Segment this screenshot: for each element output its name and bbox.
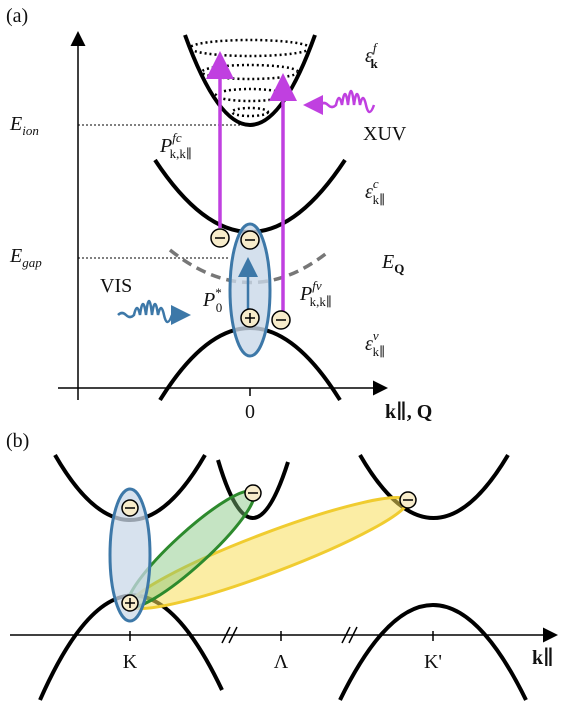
exciton-k: [108, 487, 152, 623]
e-q: EQ: [381, 251, 404, 276]
band-c: [153, 158, 347, 234]
p-fc: Pfc k,k∥: [159, 130, 192, 161]
e-gap: Egap: [9, 245, 42, 270]
vis: VIS: [100, 275, 132, 297]
p-fv: Pfv k,k∥: [299, 278, 332, 309]
eps-c: εc k∥: [365, 176, 385, 207]
charges: [210, 228, 291, 330]
point-label: K': [424, 651, 442, 673]
panel-label: (b): [6, 430, 29, 452]
charges: [121, 484, 417, 612]
p0: P* 0: [202, 285, 222, 315]
point-label: K: [123, 651, 138, 673]
panel-b: (b) K Λ K' k∥: [6, 430, 558, 701]
eps-f: εf k: [365, 40, 379, 71]
x-axis-label: k∥, Q: [385, 401, 432, 423]
band-c-lambda: [216, 459, 290, 520]
vis-pulse: [117, 299, 174, 324]
x-axis-label: k∥: [532, 647, 554, 669]
eps-v: εv k∥: [365, 328, 385, 359]
xuv-pulse: [319, 89, 376, 114]
continuum: [188, 38, 312, 118]
panel-a: (a) εf k Eion XUV Pfc k,k∥ εc k∥: [6, 5, 432, 423]
origin: 0: [245, 401, 255, 423]
panel-label: (a): [6, 5, 28, 27]
band-v-kp: [338, 603, 528, 701]
band-c-kp: [358, 453, 510, 520]
ticks: [129, 626, 434, 644]
xuv: XUV: [363, 123, 407, 145]
band-f: [183, 34, 317, 127]
point-label: Λ: [274, 651, 289, 673]
e-ion: Eion: [9, 113, 39, 138]
